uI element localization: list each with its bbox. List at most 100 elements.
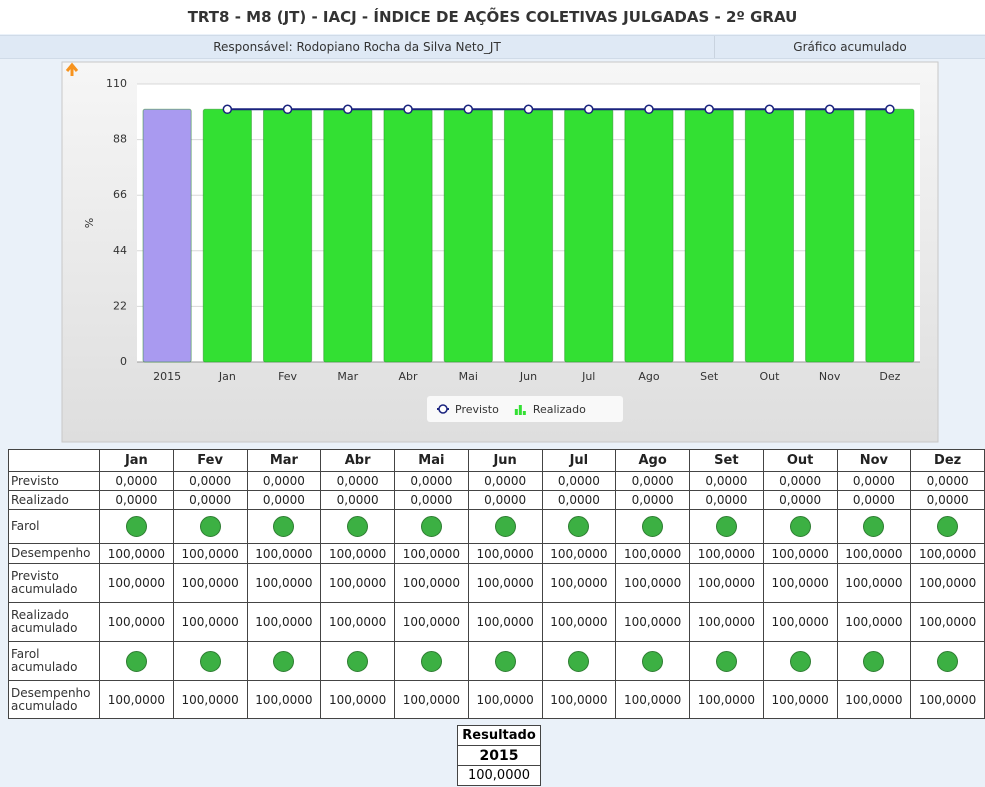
status-light [125, 650, 147, 672]
farol-cell [910, 509, 985, 544]
x-tick-label: Mai [459, 370, 478, 383]
status-light [863, 650, 885, 672]
column-header: Nov [836, 449, 912, 472]
farol-cell [172, 509, 248, 544]
value-cell: 100,0000 [541, 680, 617, 719]
farol-cell [836, 641, 912, 681]
result-title: Resultado [457, 725, 541, 746]
bar [805, 108, 855, 363]
data-table: Jan Fev Mar Abr Mai Jun Jul Ago Set Out Nov Dez Prev… [8, 449, 985, 719]
value-cell: 100,0000 [689, 543, 764, 564]
column-header: Jun [467, 449, 543, 472]
status-light [715, 650, 737, 672]
status-light [420, 650, 442, 672]
farol-cell [910, 641, 985, 681]
farol-cell [615, 641, 690, 681]
page-title: TRT8 - M8 (JT) - IACJ - ÍNDICE DE AÇÕES … [0, 0, 985, 34]
line-marker [704, 104, 714, 115]
value-cell: 0,0000 [99, 490, 174, 510]
value-cell: 100,0000 [541, 602, 617, 642]
status-light [347, 650, 369, 672]
farol-cell [246, 641, 322, 681]
bar [684, 108, 734, 363]
farol-cell [467, 641, 543, 681]
value-cell: 0,0000 [762, 490, 838, 510]
status-light [273, 650, 295, 672]
farol-cell [615, 509, 690, 544]
line-marker [403, 104, 413, 115]
farol-cell [320, 509, 395, 544]
status-light [494, 516, 516, 537]
farol-cell [762, 509, 838, 544]
x-tick-label: Nov [819, 370, 841, 383]
status-light [642, 516, 664, 537]
status-light [937, 516, 959, 537]
x-tick-label: 2015 [153, 370, 181, 383]
value-cell: 100,0000 [762, 602, 838, 642]
row-label: Farol [8, 509, 100, 544]
chart-mode[interactable]: Gráfico acumulado [793, 40, 907, 54]
bar [624, 108, 674, 363]
value-cell: 100,0000 [246, 680, 322, 719]
value-cell: 100,0000 [762, 543, 838, 564]
value-cell: 100,0000 [172, 680, 248, 719]
value-cell: 0,0000 [836, 490, 912, 510]
row-label: Previsto [8, 471, 100, 491]
line-marker [644, 104, 654, 115]
value-cell: 0,0000 [172, 490, 248, 510]
status-light [494, 650, 516, 672]
farol-cell [836, 509, 912, 544]
value-cell: 0,0000 [467, 490, 543, 510]
status-light [715, 516, 737, 537]
value-cell: 100,0000 [172, 543, 248, 564]
farol-cell [246, 509, 322, 544]
legend-label: Realizado [533, 403, 586, 416]
value-cell: 100,0000 [762, 680, 838, 719]
result-value: 100,0000 [457, 765, 541, 786]
value-cell: 100,0000 [910, 602, 985, 642]
value-cell: 100,0000 [172, 602, 248, 642]
value-cell: 100,0000 [394, 602, 469, 642]
value-cell: 100,0000 [836, 543, 912, 564]
value-cell: 100,0000 [467, 602, 543, 642]
status-light [125, 516, 147, 537]
status-light [937, 650, 959, 672]
column-header: Mar [246, 449, 322, 472]
value-cell: 0,0000 [394, 471, 469, 491]
value-cell: 100,0000 [836, 563, 912, 603]
value-cell: 100,0000 [615, 563, 690, 603]
farol-cell [541, 641, 617, 681]
value-cell: 0,0000 [320, 471, 395, 491]
value-cell: 0,0000 [541, 490, 617, 510]
bar [262, 108, 313, 363]
value-cell: 100,0000 [910, 543, 985, 564]
value-cell: 100,0000 [394, 680, 469, 719]
value-cell: 100,0000 [689, 602, 764, 642]
value-cell: 100,0000 [689, 680, 764, 719]
value-cell: 100,0000 [246, 602, 322, 642]
value-cell: 100,0000 [172, 563, 248, 603]
line-marker [523, 104, 534, 115]
value-cell: 100,0000 [320, 602, 395, 642]
status-light [199, 650, 221, 672]
value-cell: 100,0000 [836, 680, 912, 719]
status-light [568, 650, 590, 672]
value-cell: 0,0000 [689, 471, 764, 491]
y-tick-label: 66 [113, 188, 127, 201]
value-cell: 0,0000 [99, 471, 174, 491]
value-cell: 100,0000 [320, 543, 395, 564]
farol-cell [689, 509, 764, 544]
value-cell: 0,0000 [246, 490, 322, 510]
up-arrow-icon[interactable] [65, 62, 79, 76]
value-cell: 0,0000 [762, 471, 838, 491]
value-cell: 0,0000 [467, 471, 543, 491]
row-label: Desempenho acumulado [8, 680, 100, 719]
value-cell: 100,0000 [910, 563, 985, 603]
x-tick-label: Out [759, 370, 780, 383]
bar [865, 108, 915, 363]
line-marker [463, 104, 474, 115]
farol-cell [172, 641, 248, 681]
row-label: Realizado acumulado [8, 602, 100, 642]
status-light [789, 516, 811, 537]
farol-cell [689, 641, 764, 681]
